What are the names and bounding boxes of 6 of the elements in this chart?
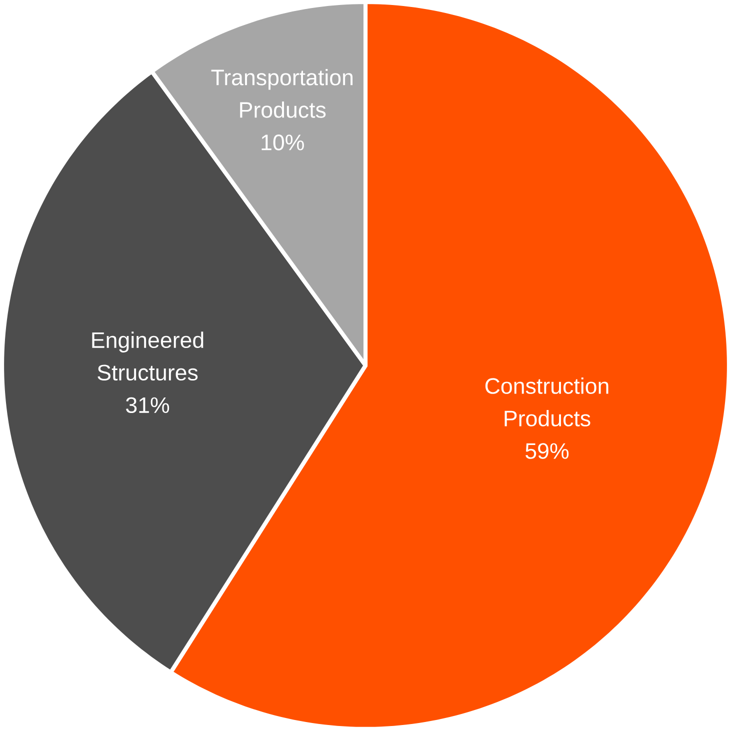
data-label: 31%: [126, 397, 170, 414]
data-label: 59%: [526, 443, 569, 459]
data-label: 10%: [262, 134, 304, 150]
slice-label: Construction Products: [485, 378, 608, 426]
slice-label: Engineered Structures: [92, 332, 204, 381]
slice-label: Transportation Products: [211, 69, 353, 118]
